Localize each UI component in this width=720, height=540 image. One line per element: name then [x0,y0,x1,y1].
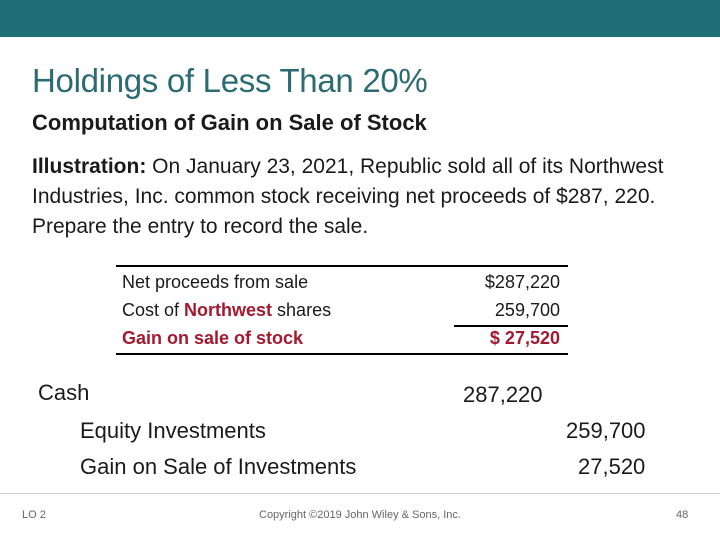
illustration-text: On January 23, 2021, Republic sold all o… [32,155,664,238]
je-gain-account: Gain on Sale of Investments [80,454,357,479]
illustration-label: Illustration: [32,155,147,178]
je-cash-debit: 287,220 [463,382,543,407]
row-value-gain: $ 27,520 [489,328,560,348]
table-bottom-rule [116,353,568,355]
footer-page-number: 48 [676,509,689,521]
row-value-net-proceeds: $287,220 [484,272,560,292]
table-top-rule [116,265,568,267]
row-label-net-proceeds: Net proceeds from sale [122,272,309,292]
subtotal-rule [454,325,568,327]
header-bar [0,0,720,37]
footer-separator [0,493,720,494]
slide-title: Holdings of Less Than 20% [32,62,428,99]
cost-label-highlight: Northwest [184,300,273,320]
cost-label-prefix: Cost of [122,300,185,320]
je-cash-account: Cash [38,380,90,405]
footer-copyright: Copyright ©2019 John Wiley & Sons, Inc. [259,509,461,521]
row-value-cost-of-shares: 259,700 [494,300,560,320]
illustration-paragraph: Illustration: On January 23, 2021, Repub… [32,152,692,242]
cost-label-suffix: shares [272,300,332,320]
row-label-gain: Gain on sale of stock [122,328,304,348]
je-gain-credit: 27,520 [578,454,646,479]
row-label-cost-of-shares: Cost of Northwest shares [122,300,331,321]
je-equity-investments-credit: 259,700 [566,418,646,443]
slide-subtitle: Computation of Gain on Sale of Stock [32,110,427,135]
je-equity-investments-account: Equity Investments [80,418,266,443]
footer-learning-objective: LO 2 [22,509,46,521]
